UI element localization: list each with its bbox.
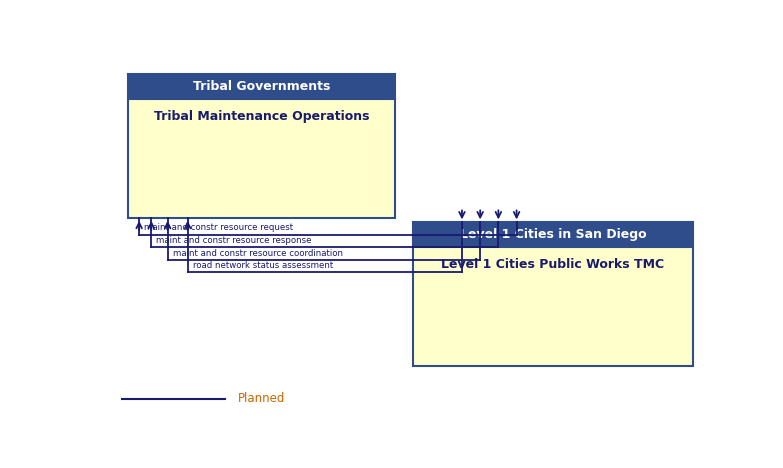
Bar <box>413 222 693 366</box>
Text: Tribal Governments: Tribal Governments <box>193 80 330 93</box>
Bar <box>413 222 693 247</box>
Text: road network status assessment: road network status assessment <box>193 261 333 270</box>
Bar <box>128 74 395 99</box>
Text: maint and constr resource request: maint and constr resource request <box>144 223 293 233</box>
Text: Level 1 Cities Public Works TMC: Level 1 Cities Public Works TMC <box>442 258 665 271</box>
Text: maint and constr resource coordination: maint and constr resource coordination <box>172 249 342 257</box>
Text: Planned: Planned <box>237 392 285 405</box>
Text: Tribal Maintenance Operations: Tribal Maintenance Operations <box>154 110 370 123</box>
Text: maint and constr resource response: maint and constr resource response <box>156 236 312 245</box>
Text: Level 1 Cities in San Diego: Level 1 Cities in San Diego <box>460 228 646 241</box>
Bar <box>128 74 395 218</box>
